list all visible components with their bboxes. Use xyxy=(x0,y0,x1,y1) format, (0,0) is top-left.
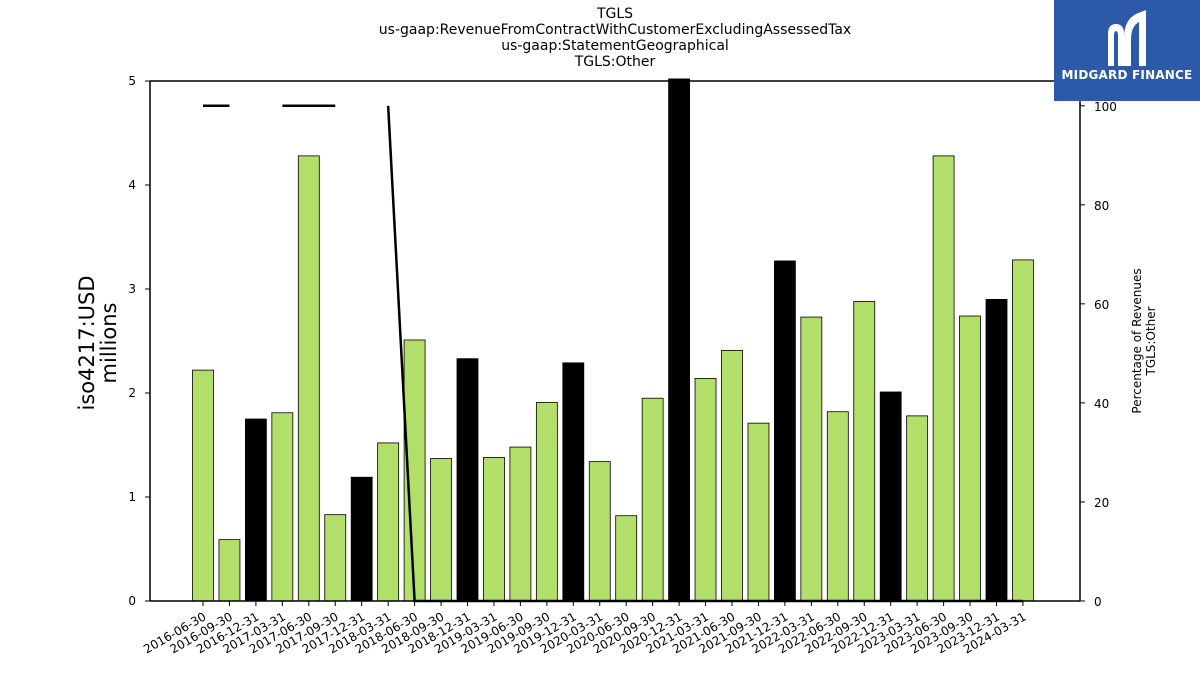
bar-2022-06-30 xyxy=(826,411,849,602)
bar-2023-09-30 xyxy=(959,315,981,602)
right-ytick-label: 80 xyxy=(1094,199,1109,213)
logo-text: MIDGARD FINANCE xyxy=(1061,68,1193,82)
left-ytick-label: 0 xyxy=(128,594,136,608)
bar-2020-09-30 xyxy=(641,397,664,602)
right-y-ticks: 0 20 40 60 80 100 xyxy=(1080,100,1117,609)
bar-2018-09-30 xyxy=(430,458,452,602)
bar-2019-06-30 xyxy=(509,446,532,602)
left-axis-label-line2: millions xyxy=(97,303,121,384)
bar-2017-12-31 xyxy=(350,476,373,602)
right-axis-label-line1: Percentage of Revenues xyxy=(1130,268,1144,413)
left-ytick-label: 2 xyxy=(128,386,136,400)
right-ytick-label: 100 xyxy=(1094,100,1117,114)
bar-2021-06-30 xyxy=(721,349,743,602)
title-line-axis: us-gaap:StatementGeographical xyxy=(501,38,729,54)
bar-2023-12-31 xyxy=(985,298,1008,602)
bar-2019-03-31 xyxy=(483,457,505,602)
bar-2021-03-31 xyxy=(694,378,717,602)
bars-group xyxy=(192,78,1034,602)
bar-2022-09-30 xyxy=(853,301,876,602)
bar-2023-03-31 xyxy=(906,415,929,602)
bar-2017-09-30 xyxy=(324,514,347,602)
bar-2017-03-31 xyxy=(271,412,294,602)
bar-2024-03-31 xyxy=(1012,259,1034,602)
right-ytick-label: 0 xyxy=(1094,595,1102,609)
bar-2019-12-31 xyxy=(562,362,585,602)
bar-2019-09-30 xyxy=(535,401,558,602)
right-axis-label-line2: TGLS:Other xyxy=(1144,306,1158,376)
bar-2018-03-31 xyxy=(377,442,400,602)
bar-2023-06-30 xyxy=(932,155,955,602)
bar-2020-03-31 xyxy=(588,461,611,602)
left-ytick-label: 1 xyxy=(128,490,136,504)
bar-2022-03-31 xyxy=(800,316,823,602)
right-ytick-label: 20 xyxy=(1094,496,1109,510)
bar-2021-12-31 xyxy=(774,260,796,602)
left-y-ticks: 0 1 2 3 4 5 xyxy=(128,74,150,608)
bar-2020-06-30 xyxy=(615,515,638,602)
bar-2016-12-31 xyxy=(244,418,267,602)
bar-2020-12-31 xyxy=(668,78,690,602)
midgard-logo-icon xyxy=(1108,10,1146,66)
x-ticks: 2016-06-302016-09-302016-12-312017-03-31… xyxy=(141,601,1028,656)
bar-2016-06-30 xyxy=(192,369,214,602)
title-line-concept: us-gaap:RevenueFromContractWithCustomerE… xyxy=(378,22,852,38)
right-ytick-label: 40 xyxy=(1094,397,1109,411)
left-axis-label-line1: iso4217:USD xyxy=(75,275,99,410)
left-ytick-label: 4 xyxy=(128,178,136,192)
bar-2016-09-30 xyxy=(218,539,241,602)
title-line-member: TGLS:Other xyxy=(574,54,656,70)
right-ytick-label: 60 xyxy=(1094,298,1109,312)
bar-2022-12-31 xyxy=(879,391,902,602)
left-ytick-label: 3 xyxy=(128,282,136,296)
title-line-ticker: TGLS xyxy=(596,6,634,22)
bar-2018-12-31 xyxy=(456,358,479,602)
chart-title: TGLS us-gaap:RevenueFromContractWithCust… xyxy=(150,6,1080,70)
bar-2017-06-30 xyxy=(297,155,320,602)
bar-2021-09-30 xyxy=(747,422,770,602)
midgard-finance-logo: MIDGARD FINANCE xyxy=(1054,0,1200,101)
axes-group xyxy=(149,80,1081,602)
left-ytick-label: 5 xyxy=(128,74,136,88)
